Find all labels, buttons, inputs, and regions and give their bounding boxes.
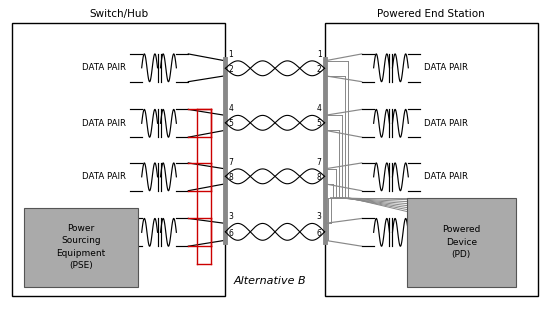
Text: Power
Sourcing
Equipment
(PSE): Power Sourcing Equipment (PSE) [57,224,106,271]
Text: DATA PAIR: DATA PAIR [82,228,126,237]
Text: DATA PAIR: DATA PAIR [424,172,468,181]
Text: 6: 6 [317,229,322,238]
Text: 2: 2 [228,65,233,74]
Text: Powered End Station: Powered End Station [377,9,485,19]
Text: DATA PAIR: DATA PAIR [424,228,468,237]
Text: DATA PAIR: DATA PAIR [82,63,126,72]
Text: 4: 4 [317,104,322,113]
Text: 8: 8 [228,173,233,182]
Text: Powered
Device
(PD): Powered Device (PD) [442,225,481,259]
Text: DATA PAIR: DATA PAIR [82,119,126,128]
Bar [12,23,225,296]
Text: 4: 4 [228,104,233,113]
Text: Switch/Hub: Switch/Hub [89,9,148,19]
Text: 1: 1 [317,50,322,59]
Text: 7: 7 [317,158,322,167]
Text: 3: 3 [317,212,322,221]
Text: 3: 3 [228,212,233,221]
Text: DATA PAIR: DATA PAIR [424,119,468,128]
Text: 5: 5 [317,119,322,128]
Text: DATA PAIR: DATA PAIR [424,63,468,72]
Text: 2: 2 [317,65,322,74]
Text: DATA PAIR: DATA PAIR [82,172,126,181]
Bar [324,23,538,296]
Text: 7: 7 [228,158,233,167]
Bar [24,208,138,287]
Text: 8: 8 [317,173,322,182]
Text: Alternative B: Alternative B [234,276,306,286]
Text: 6: 6 [228,229,233,238]
Text: 1: 1 [228,50,233,59]
Text: 5: 5 [228,119,233,128]
Bar [407,198,516,287]
